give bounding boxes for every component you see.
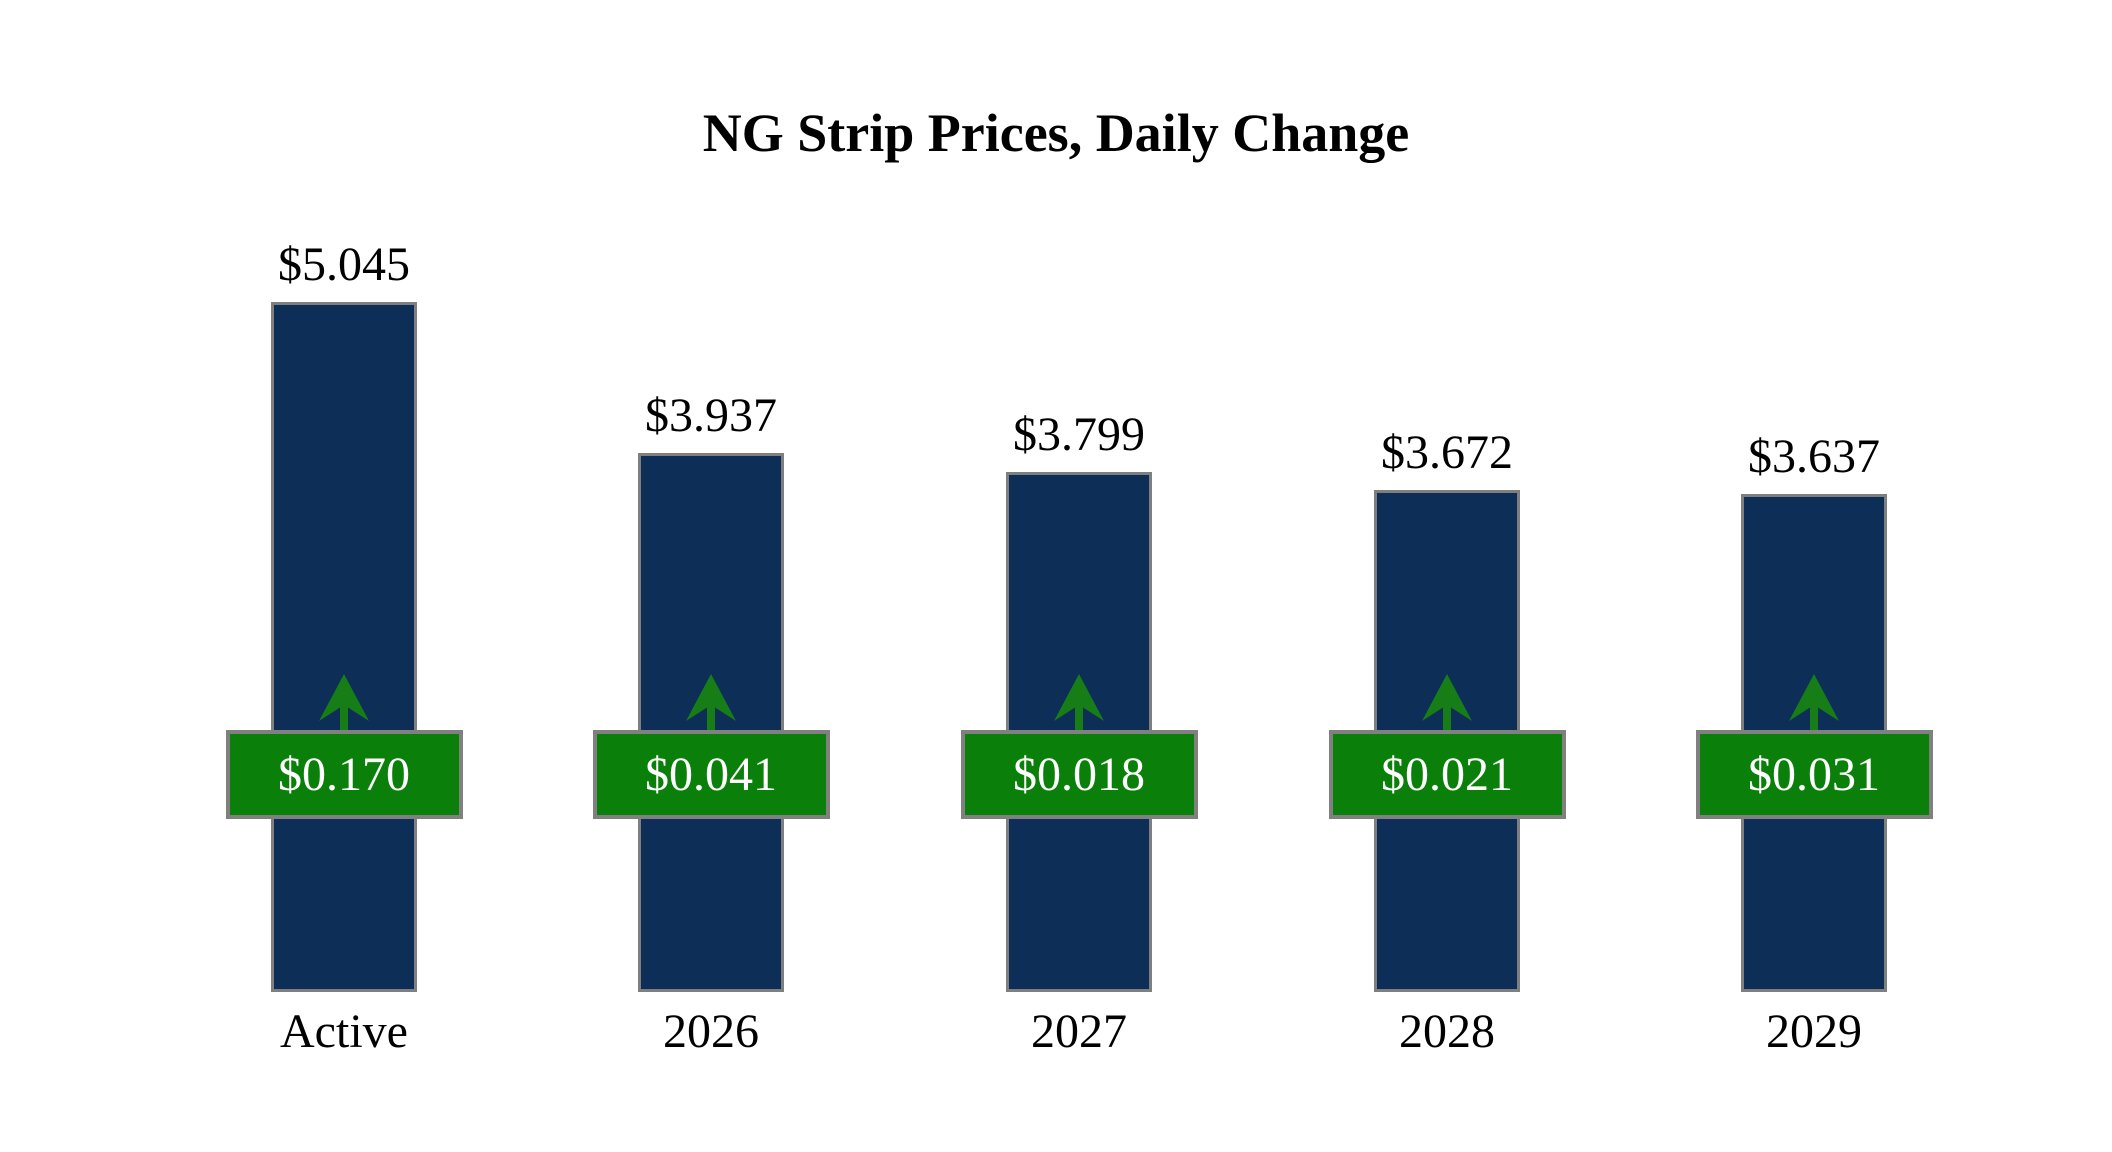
daily-change-badge: $0.041 [592, 730, 830, 819]
daily-change-value: $0.041 [645, 748, 777, 801]
daily-change-badge: $0.021 [1328, 730, 1566, 819]
price-bar [271, 302, 417, 992]
up-arrow-icon [1422, 674, 1472, 731]
up-arrow-icon [319, 674, 369, 731]
daily-change-value: $0.021 [1381, 748, 1513, 801]
daily-change-badge: $0.031 [1695, 730, 1933, 819]
chart-title: NG Strip Prices, Daily Change [702, 103, 1410, 163]
category-label: 2029 [1766, 1005, 1862, 1058]
daily-change-value: $0.018 [1013, 748, 1145, 801]
up-arrow-icon [1789, 674, 1839, 731]
daily-change-badge: $0.018 [960, 730, 1198, 819]
bar-value-label: $3.799 [1013, 408, 1145, 461]
bar-value-label: $5.045 [278, 238, 410, 291]
bar-value-label: $3.637 [1748, 430, 1880, 483]
bar-value-label: $3.672 [1381, 426, 1513, 479]
daily-change-value: $0.170 [278, 748, 410, 801]
bar-value-label: $3.937 [645, 389, 777, 442]
daily-change-value: $0.031 [1748, 748, 1880, 801]
category-label: 2027 [1031, 1005, 1127, 1058]
category-label: Active [280, 1005, 408, 1058]
category-label: 2028 [1399, 1005, 1495, 1058]
category-label: 2026 [663, 1005, 759, 1058]
up-arrow-icon [1054, 674, 1104, 731]
daily-change-badge: $0.170 [225, 730, 463, 819]
up-arrow-icon [686, 674, 736, 731]
